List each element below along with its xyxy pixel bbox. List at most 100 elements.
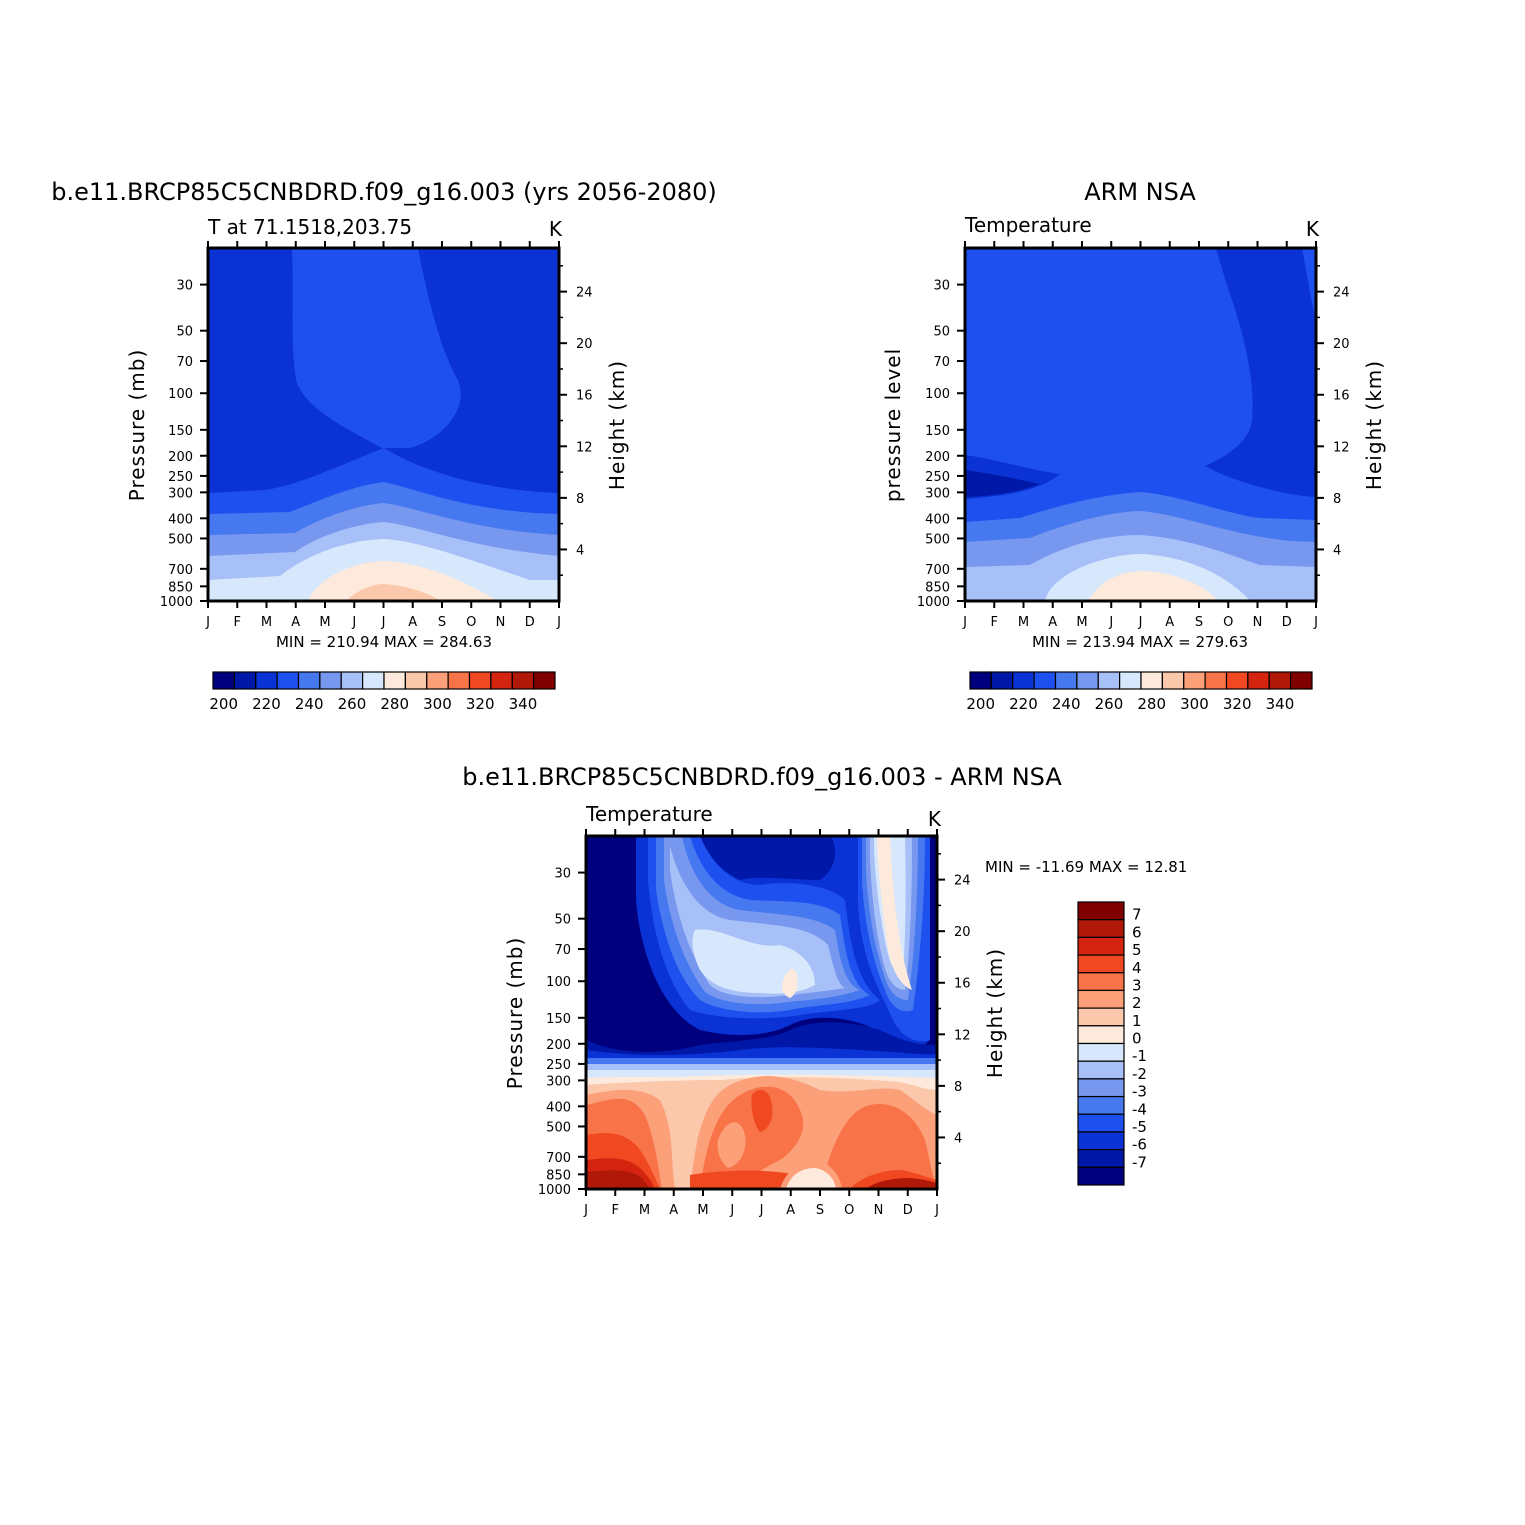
colorbar-box — [969, 671, 992, 690]
x-tick-label: O — [844, 1203, 854, 1218]
colorbar-box — [233, 671, 257, 690]
x-tick-label: J — [205, 615, 210, 630]
y2-axis-title: Height (km) — [1362, 360, 1386, 490]
contour-fill — [965, 470, 1040, 497]
y-tick-label: 700 — [925, 563, 950, 578]
y-tick-label: 700 — [168, 563, 193, 578]
y2-tick-label: 16 — [954, 977, 971, 992]
y2-axis-title: Height (km) — [983, 948, 1007, 1078]
colorbar-box — [1012, 671, 1035, 690]
colorbar-box — [447, 671, 471, 690]
x-tick-label: F — [612, 1203, 619, 1218]
colorbar-label: 260 — [1095, 695, 1124, 713]
x-tick-label: J — [583, 1203, 588, 1218]
y-tick-label: 250 — [546, 1058, 571, 1073]
colorbar-box — [1183, 671, 1206, 690]
y-tick-label: 500 — [546, 1120, 571, 1135]
x-tick-label: M — [1018, 615, 1029, 630]
y2-tick-label: 24 — [1333, 286, 1350, 301]
x-tick-label: M — [1076, 615, 1087, 630]
colorbar-label: -7 — [1132, 1153, 1147, 1171]
contour-fill — [308, 561, 498, 601]
y-axis-title: Pressure (mb) — [125, 349, 149, 502]
contour-fill — [1125, 248, 1144, 262]
colorbar-box — [1077, 1095, 1125, 1115]
colorbar-label: 300 — [423, 695, 452, 713]
contour-fill — [1088, 571, 1218, 601]
x-tick-label: J — [934, 1203, 939, 1218]
x-tick-label: O — [1223, 615, 1233, 630]
x-tick-label: A — [786, 1203, 795, 1218]
y-tick-label: 200 — [925, 450, 950, 465]
colorbar-label: 280 — [380, 695, 409, 713]
colorbar-box — [1077, 1007, 1125, 1027]
colorbar-box — [319, 671, 342, 690]
contour-field — [965, 248, 1316, 601]
y-tick-label: 50 — [933, 325, 950, 340]
x-tick-label: J — [1313, 615, 1318, 630]
contour-fill — [1302, 248, 1316, 320]
colorbar-box — [1054, 671, 1078, 690]
colorbar-label: -2 — [1132, 1065, 1147, 1083]
contour-fill — [820, 1104, 937, 1189]
panel-observed: ARM NSA Temperature K J F M A M J J A S O N D J 30 50 7… — [881, 178, 1386, 713]
x-tick-label: J — [381, 615, 386, 630]
colorbar-box — [468, 671, 492, 690]
min-max-label: MIN = -11.69 MAX = 12.81 — [985, 858, 1187, 876]
colorbar: 200 220 240 260 280 300 320 340 — [209, 671, 556, 713]
y2-tick-label: 8 — [1333, 492, 1341, 507]
y-tick-label: 30 — [933, 279, 950, 294]
x-tick-label: A — [1165, 615, 1174, 630]
x-tick-label: S — [1195, 615, 1203, 630]
y-tick-label: 100 — [925, 387, 950, 402]
colorbar-box — [1204, 671, 1228, 690]
panel-subtitle-left: T at 71.1518,203.75 — [207, 215, 412, 239]
x-tick-label: J — [962, 615, 967, 630]
y-tick-label: 70 — [554, 943, 571, 958]
colorbar-label: 3 — [1132, 976, 1142, 994]
y2-tick-label: 20 — [1333, 337, 1350, 352]
x-tick-label: M — [697, 1203, 708, 1218]
y2-tick-label: 16 — [576, 389, 593, 404]
x-tick-label: J — [556, 615, 561, 630]
contour-fill — [782, 968, 798, 998]
y2-tick-label: 20 — [576, 337, 593, 352]
y-tick-label: 150 — [546, 1012, 571, 1027]
colorbar-label: -6 — [1132, 1136, 1147, 1154]
colorbar-box — [1077, 1060, 1125, 1080]
y-tick-label: 30 — [176, 279, 193, 294]
colorbar-label: 1 — [1132, 1012, 1142, 1030]
colorbar-box — [1140, 671, 1163, 690]
colorbar-label: 220 — [1009, 695, 1038, 713]
y-tick-label: 250 — [925, 470, 950, 485]
panel-units: K — [549, 217, 563, 241]
y-tick-label: 300 — [168, 486, 193, 501]
y-tick-label: 850 — [546, 1168, 571, 1183]
x-tick-label: A — [291, 615, 300, 630]
x-tick-label: N — [1253, 615, 1263, 630]
y2-tick-label: 24 — [576, 286, 593, 301]
colorbar-box — [1268, 671, 1292, 690]
x-tick-label: O — [466, 615, 476, 630]
y-axis-title: pressure level — [881, 348, 905, 502]
y2-tick-label: 8 — [576, 492, 584, 507]
contour-fill — [700, 836, 836, 880]
panel-subtitle-left: Temperature — [585, 802, 713, 826]
panel-units: K — [1306, 217, 1320, 241]
x-tick-label: S — [438, 615, 446, 630]
x-tick-label: M — [261, 615, 272, 630]
x-tick-label: J — [729, 1203, 734, 1218]
colorbar-box — [1161, 671, 1185, 690]
colorbar-box — [1077, 1025, 1125, 1045]
colorbar-label: -5 — [1132, 1118, 1147, 1136]
y-tick-label: 150 — [925, 424, 950, 439]
y2-tick-label: 20 — [954, 925, 971, 940]
y-tick-label: 500 — [925, 532, 950, 547]
y-tick-label: 1000 — [917, 595, 950, 610]
colorbar-label: 240 — [1052, 695, 1081, 713]
colorbar-box — [1077, 989, 1125, 1009]
colorbar-box — [490, 671, 513, 690]
colorbar-box — [404, 671, 428, 690]
